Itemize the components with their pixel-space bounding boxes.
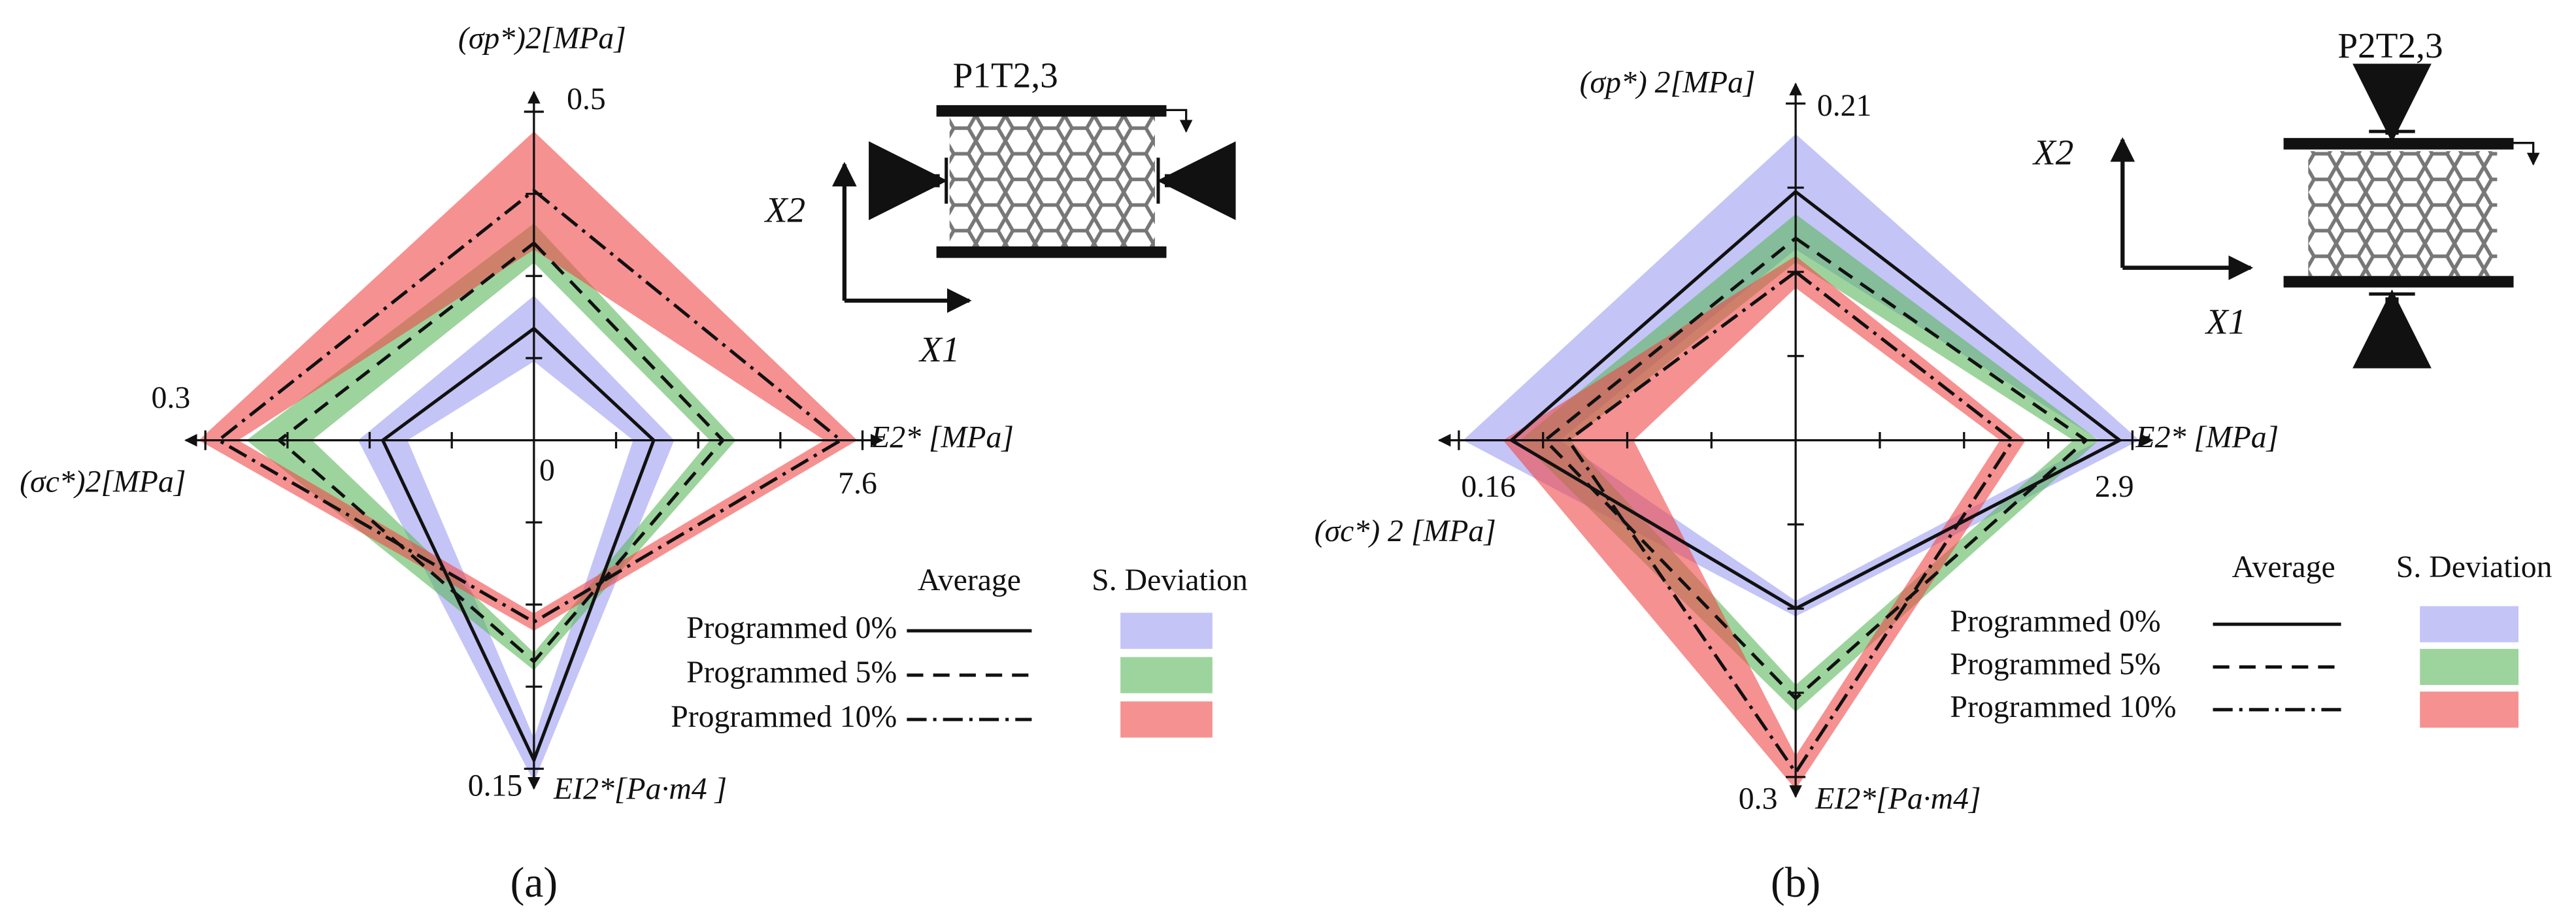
average-line xyxy=(1509,190,2123,611)
axis-label: (σc*) 2 [MPa] xyxy=(1314,514,1496,548)
axis-max-label: 7.6 xyxy=(838,466,877,501)
std-band xyxy=(199,131,858,631)
inset-axis-label: X2 xyxy=(2032,132,2073,172)
average-line xyxy=(380,326,656,765)
axis-max-label: 0.5 xyxy=(567,82,606,116)
panel-label: (b) xyxy=(1771,859,1820,907)
axis-label: E2* [MPa] xyxy=(2135,420,2279,455)
honeycomb xyxy=(949,114,1155,247)
inset-axis-label: X1 xyxy=(2205,301,2246,341)
plate-hook xyxy=(1166,108,1193,133)
average-line xyxy=(1543,236,2089,701)
axis-max-label: 0.3 xyxy=(1739,782,1778,816)
legend-label: Programmed 10% xyxy=(671,699,897,734)
legend-swatch xyxy=(2420,691,2519,728)
legend-swatch xyxy=(2420,648,2519,686)
plate xyxy=(2283,138,2514,150)
std-band xyxy=(1503,256,2026,790)
std-band xyxy=(358,295,675,782)
plate xyxy=(936,105,1167,117)
axis-max-label: 0.16 xyxy=(1461,469,1516,504)
inset-title: P1T2,3 xyxy=(953,55,1058,95)
axis-label: (σc*)2[MPa] xyxy=(20,464,186,499)
origin-label: 0 xyxy=(539,453,555,488)
axis-label: E2* [MPa] xyxy=(870,420,1014,455)
legend-label: Programmed 0% xyxy=(686,610,897,645)
panel-label: (a) xyxy=(510,859,558,907)
inset-title: P2T2,3 xyxy=(2337,25,2443,65)
legend-label: Programmed 5% xyxy=(686,655,897,690)
axis-label: EI2*[Pa·m4] xyxy=(1815,782,1981,816)
axis-label: (σp*) 2[MPa] xyxy=(1580,65,1756,100)
plate-hook xyxy=(2513,142,2540,166)
axis-max-label: 0.3 xyxy=(152,380,191,415)
legend-swatch xyxy=(1120,657,1213,693)
axis-label: (σp*)2[MPa] xyxy=(458,21,626,56)
average-line xyxy=(215,188,844,624)
legend-swatch xyxy=(2420,606,2519,642)
axis-label: EI2*[Pa·m4 ] xyxy=(553,771,727,806)
inset-axis-label: X1 xyxy=(918,329,960,369)
average-line xyxy=(1565,269,2015,776)
plate xyxy=(936,246,1167,258)
legend-header: Average xyxy=(2232,550,2335,584)
honeycomb xyxy=(2308,151,2498,276)
average-line xyxy=(276,241,726,664)
std-band xyxy=(246,223,736,671)
legend-label: Programmed 5% xyxy=(1950,646,2160,681)
legend-header: Average xyxy=(918,563,1021,597)
legend-header: S. Deviation xyxy=(2396,550,2552,584)
inset-axis-label: X2 xyxy=(764,190,805,229)
axis-max-label: 0.21 xyxy=(1817,88,1872,123)
legend-swatch xyxy=(1120,612,1213,649)
plate xyxy=(2283,276,2514,288)
legend-label: Programmed 0% xyxy=(1950,604,2160,639)
axis-max-label: 2.9 xyxy=(2095,469,2134,504)
legend-swatch xyxy=(1120,701,1213,738)
legend-header: S. Deviation xyxy=(1092,563,1248,597)
std-band xyxy=(1463,133,2140,617)
legend-label: Programmed 10% xyxy=(1950,690,2176,724)
axis-max-label: 0.15 xyxy=(468,768,523,803)
